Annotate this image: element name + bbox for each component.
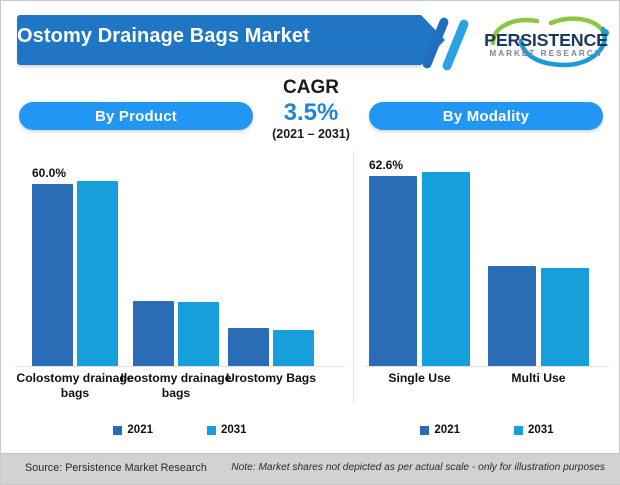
footer-note: Note: Market shares not depicted as per … bbox=[231, 462, 605, 473]
legend-swatch-2031-icon bbox=[514, 425, 523, 435]
bar-urostomy-2021 bbox=[228, 328, 269, 366]
bar-colostomy-2031 bbox=[77, 181, 118, 366]
bar-multi-use-2021 bbox=[488, 266, 536, 366]
bar-single-use-2021 bbox=[369, 176, 417, 366]
section-header-by-product: By Product bbox=[19, 102, 253, 130]
category-label: Colostomy drainage bags bbox=[16, 371, 134, 400]
legend-swatch-2021-icon bbox=[113, 425, 123, 435]
legend-item-2021: 2021 bbox=[113, 424, 153, 436]
legend-label: 2021 bbox=[127, 424, 153, 436]
category-label: Multi Use bbox=[511, 371, 566, 385]
section-header-by-modality: By Modality bbox=[369, 102, 603, 130]
bar-multi-use-2031 bbox=[541, 268, 589, 366]
page-title: Ostomy Drainage Bags Market bbox=[17, 25, 310, 47]
cagr-period: (2021 – 2031) bbox=[272, 127, 350, 141]
data-label-colostomy: 60.0% bbox=[32, 166, 67, 180]
bar-urostomy-2031 bbox=[273, 330, 314, 366]
plot-area-by-product: 60.0% bbox=[15, 161, 345, 367]
bar-ileostomy-2031 bbox=[178, 302, 219, 366]
legend-label: 2031 bbox=[528, 424, 554, 436]
bar-group-urostomy bbox=[228, 166, 314, 366]
bar-group-single-use bbox=[369, 166, 470, 366]
chart-divider bbox=[353, 151, 354, 403]
logo-swoosh-icon bbox=[490, 16, 609, 68]
cagr-label: CAGR bbox=[283, 77, 339, 98]
legend-swatch-2031-icon bbox=[207, 425, 216, 435]
header: Ostomy Drainage Bags Market PERSISTENCE … bbox=[1, 9, 620, 73]
footer-source: Source: Persistence Market Research bbox=[25, 462, 207, 474]
legend-item-2021: 2021 bbox=[420, 424, 460, 436]
category-labels-by-modality: Single Use Multi Use bbox=[365, 371, 609, 411]
category-label: Single Use bbox=[388, 371, 451, 385]
footer: Source: Persistence Market Research Note… bbox=[1, 453, 620, 484]
logo-subtitle: MARKET RESEARCH bbox=[489, 49, 603, 58]
legend-label: 2031 bbox=[221, 424, 247, 436]
data-label-single-use: 62.6% bbox=[369, 158, 404, 172]
cagr-block: CAGR 3.5% (2021 – 2031) bbox=[241, 77, 381, 142]
bar-ileostomy-2021 bbox=[133, 301, 174, 366]
legend-item-2031: 2031 bbox=[514, 424, 554, 436]
legend-by-modality: 2021 2031 bbox=[365, 422, 609, 438]
axis-baseline bbox=[15, 366, 345, 367]
chart-by-modality: 62.6% Single Use Multi Use bbox=[365, 158, 609, 411]
legend-label: 2021 bbox=[434, 424, 460, 436]
category-label: Ileostomy drainage bags bbox=[120, 371, 232, 400]
company-logo: PERSISTENCE MARKET RESEARCH bbox=[479, 13, 611, 73]
axis-baseline bbox=[365, 366, 609, 367]
bar-colostomy-2021 bbox=[32, 184, 73, 366]
cagr-value: 3.5% bbox=[283, 99, 339, 126]
bar-group-multi-use bbox=[488, 166, 589, 366]
legend-swatch-2021-icon bbox=[420, 425, 430, 435]
bar-group-colostomy bbox=[32, 166, 118, 366]
category-label: Urostomy Bags bbox=[225, 371, 317, 385]
legend-item-2031: 2031 bbox=[207, 424, 247, 436]
bar-single-use-2031 bbox=[422, 172, 470, 366]
legend-by-product: 2021 2031 bbox=[15, 422, 345, 438]
bar-group-ileostomy bbox=[133, 166, 219, 366]
plot-area-by-modality: 62.6% bbox=[365, 158, 609, 367]
chart-by-product: 60.0% Colostomy drainage bags Ileostomy … bbox=[15, 161, 345, 411]
logo-name: PERSISTENCE bbox=[484, 30, 608, 50]
category-labels-by-product: Colostomy drainage bags Ileostomy draina… bbox=[15, 371, 345, 411]
